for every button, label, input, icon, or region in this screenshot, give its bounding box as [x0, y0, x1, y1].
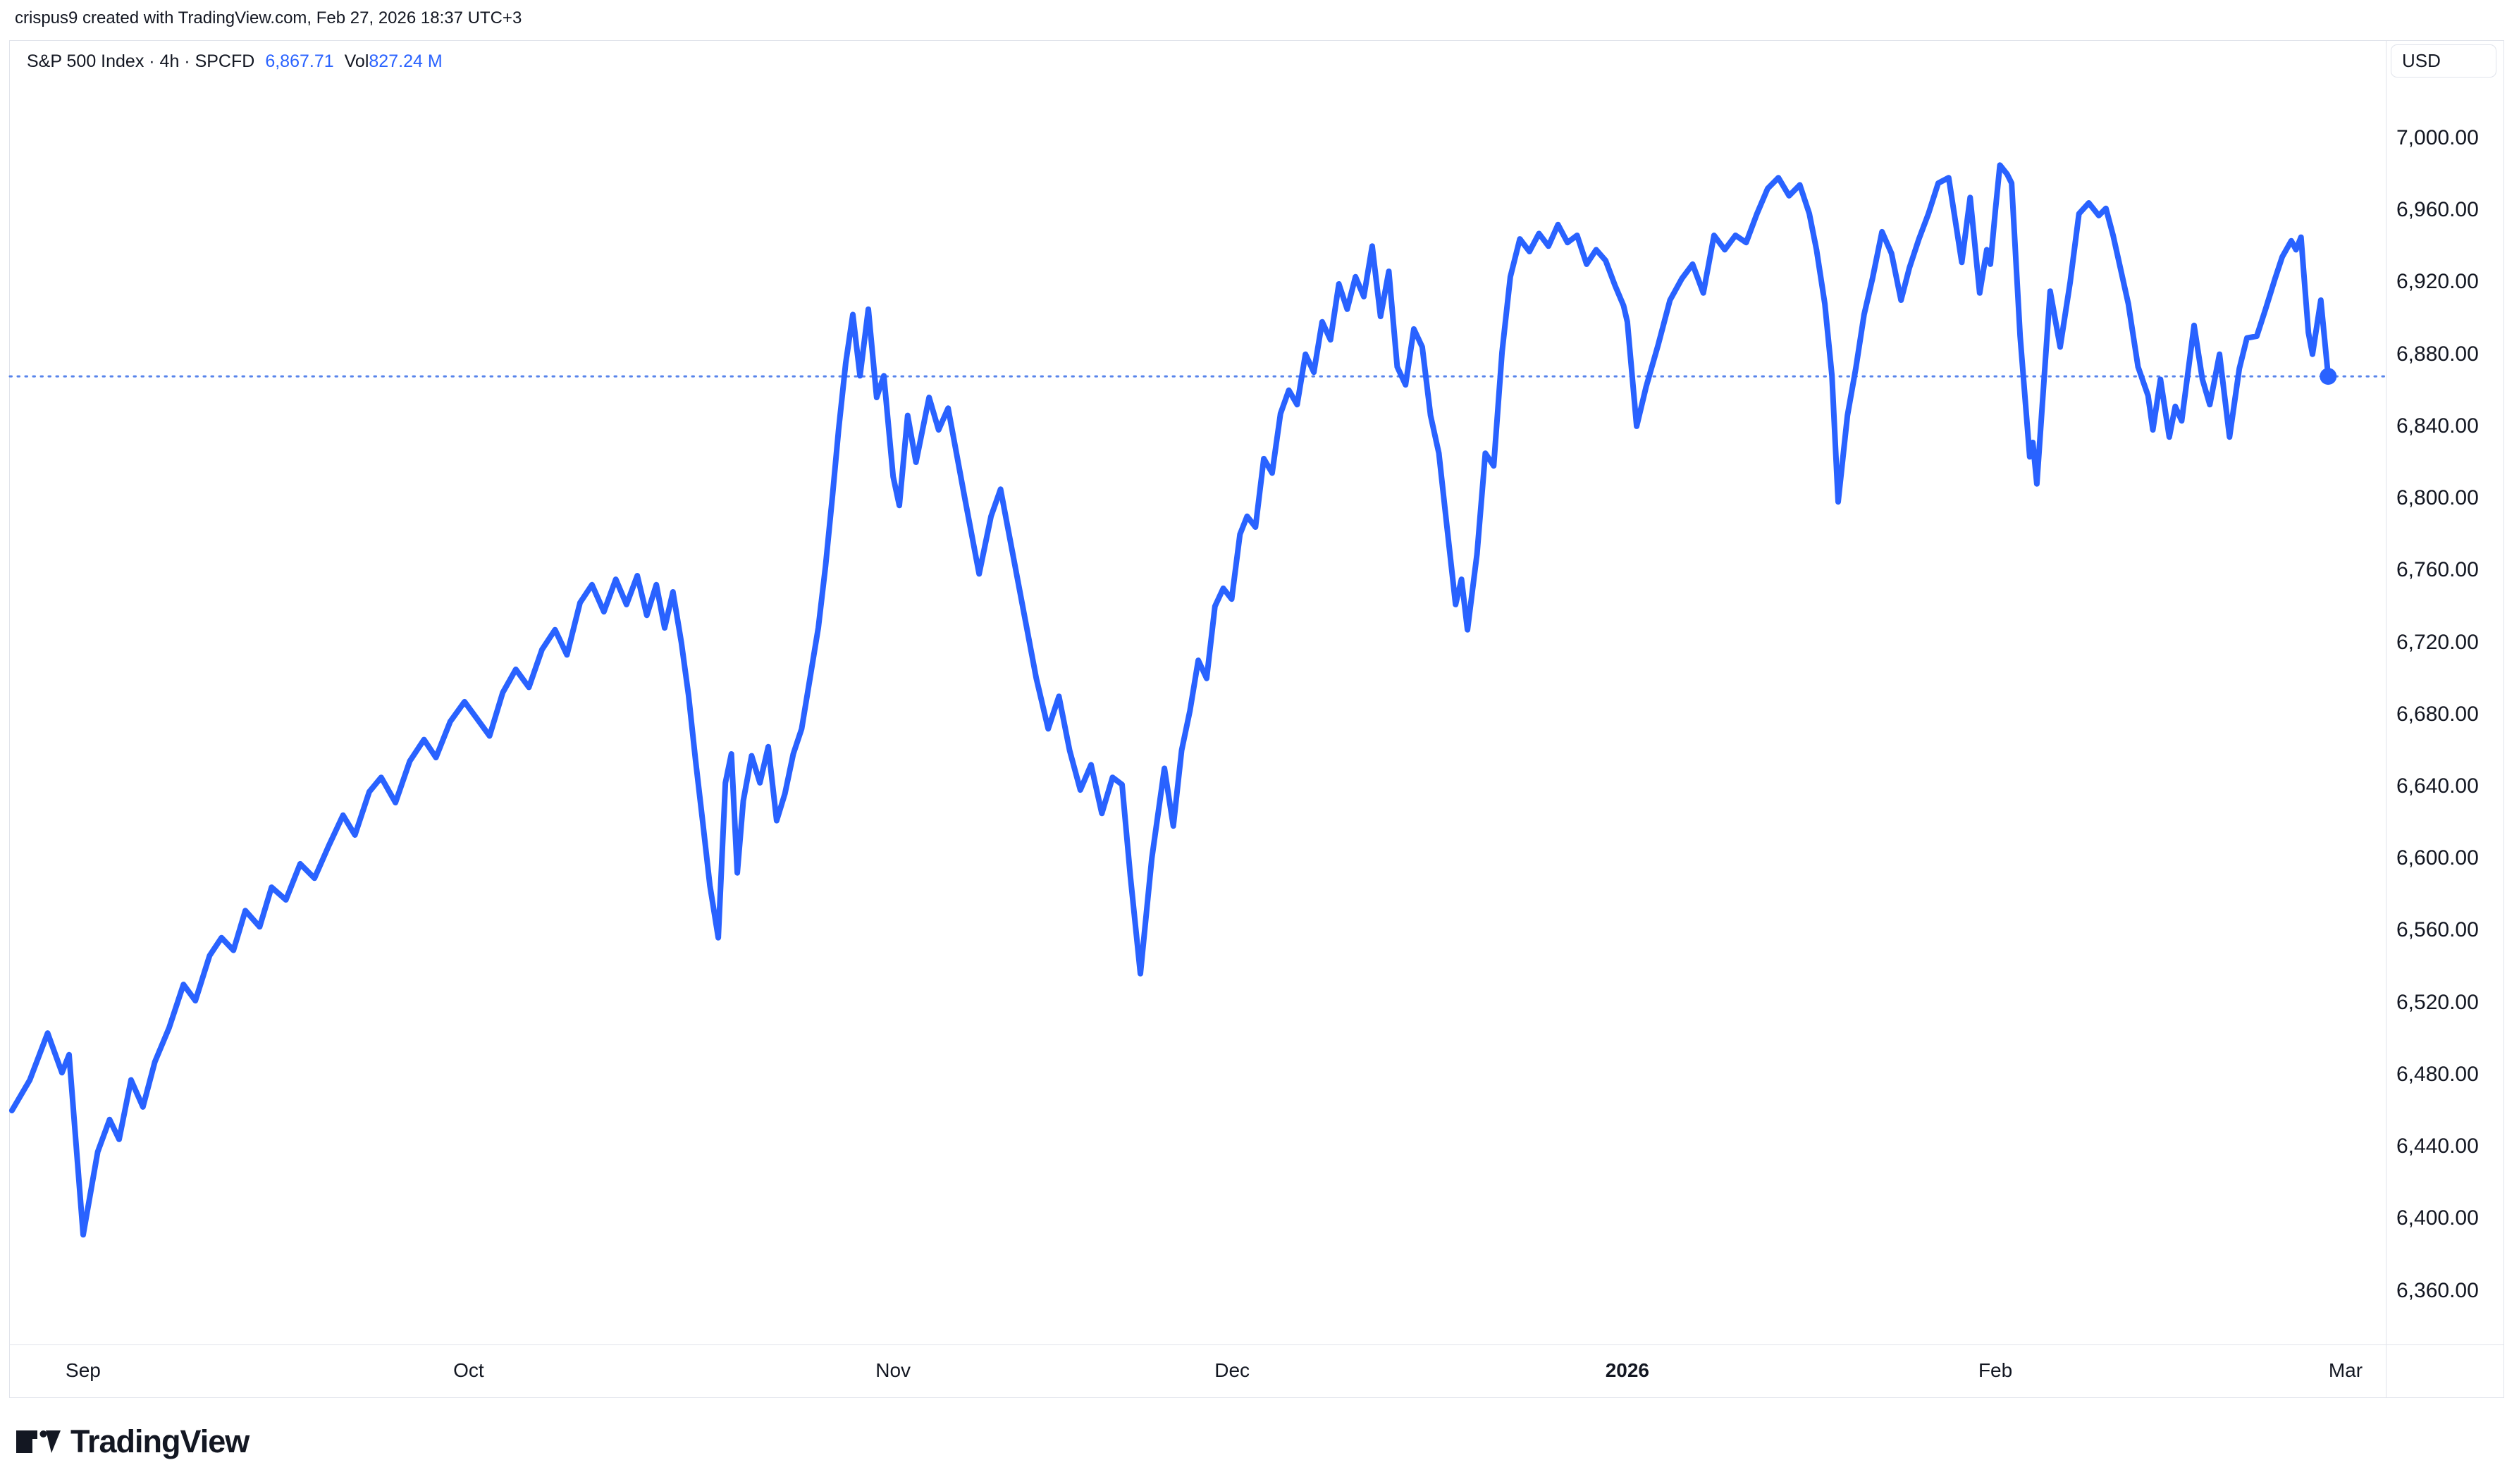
attribution-text: crispus9 created with TradingView.com, F… — [15, 8, 522, 27]
time-tick-label: Sep — [66, 1359, 101, 1381]
price-tick-label: 6,920.00 — [2396, 270, 2479, 294]
time-tick-label: Oct — [453, 1359, 484, 1381]
price-tick-label: 6,400.00 — [2396, 1206, 2479, 1230]
legend-symbol-text[interactable]: S&P 500 Index · 4h · SPCFD — [27, 51, 255, 71]
widget-bottom-border — [9, 1397, 2504, 1398]
currency-button[interactable]: USD — [2391, 44, 2496, 78]
price-tick-label: 6,760.00 — [2396, 558, 2479, 582]
widget-left-border — [9, 40, 10, 1397]
price-axis[interactable]: 7,000.00 6,960.00 6,920.00 6,880.00 6,840.00… — [2386, 40, 2503, 1344]
time-tick-label: Mar — [2328, 1359, 2363, 1381]
tradingview-logo-icon — [16, 1430, 61, 1453]
price-tick-label: 6,360.00 — [2396, 1278, 2479, 1302]
price-tick-label: 6,560.00 — [2396, 918, 2479, 942]
price-tick-label: 6,880.00 — [2396, 342, 2479, 366]
tradingview-wordmark: TradingView — [70, 1423, 250, 1459]
tradingview-logo[interactable]: TradingView — [16, 1423, 250, 1459]
legend-volume-label: Vol — [344, 51, 369, 71]
last-price-dot — [2320, 368, 2337, 385]
time-tick-label: 2026 — [1605, 1359, 1650, 1381]
price-line — [8, 162, 2332, 1238]
price-tick-label: 7,000.00 — [2396, 126, 2479, 149]
legend-last-price: 6,867.71 — [265, 51, 334, 71]
price-tick-label: 6,520.00 — [2396, 990, 2479, 1014]
price-tick-label: 6,480.00 — [2396, 1062, 2479, 1086]
time-axis[interactable]: Sep Oct Nov Dec 2026 Feb Mar — [9, 1345, 2386, 1397]
price-tick-label: 6,440.00 — [2396, 1134, 2479, 1158]
time-tick-label: Dec — [1214, 1359, 1250, 1381]
widget-right-border — [2503, 40, 2504, 1397]
price-tick-label: 6,840.00 — [2396, 414, 2479, 438]
price-tick-label: 6,800.00 — [2396, 486, 2479, 510]
time-tick-label: Feb — [1978, 1359, 2013, 1381]
time-tick-label: Nov — [875, 1359, 911, 1381]
legend-volume-value: 827.24 M — [369, 51, 443, 71]
time-axis-separator — [9, 1344, 2504, 1345]
price-tick-label: 6,600.00 — [2396, 846, 2479, 870]
chart-legend: S&P 500 Index · 4h · SPCFD 6,867.71 Vol827… — [27, 50, 443, 73]
price-tick-label: 6,720.00 — [2396, 630, 2479, 654]
price-tick-label: 6,680.00 — [2396, 702, 2479, 726]
price-tick-label: 6,960.00 — [2396, 198, 2479, 222]
widget-top-border — [9, 40, 2504, 41]
currency-button-label: USD — [2402, 50, 2441, 71]
price-tick-label: 6,640.00 — [2396, 774, 2479, 798]
